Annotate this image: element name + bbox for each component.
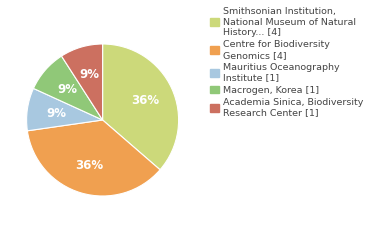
Legend: Smithsonian Institution,
National Museum of Natural
History... [4], Centre for B: Smithsonian Institution, National Museum…	[210, 7, 364, 118]
Text: 36%: 36%	[131, 94, 160, 107]
Wedge shape	[33, 56, 103, 120]
Text: 36%: 36%	[75, 159, 103, 172]
Wedge shape	[62, 44, 103, 120]
Wedge shape	[27, 120, 160, 196]
Text: 9%: 9%	[57, 83, 77, 96]
Text: 9%: 9%	[46, 107, 66, 120]
Wedge shape	[103, 44, 179, 170]
Wedge shape	[27, 88, 103, 131]
Text: 9%: 9%	[79, 68, 99, 81]
